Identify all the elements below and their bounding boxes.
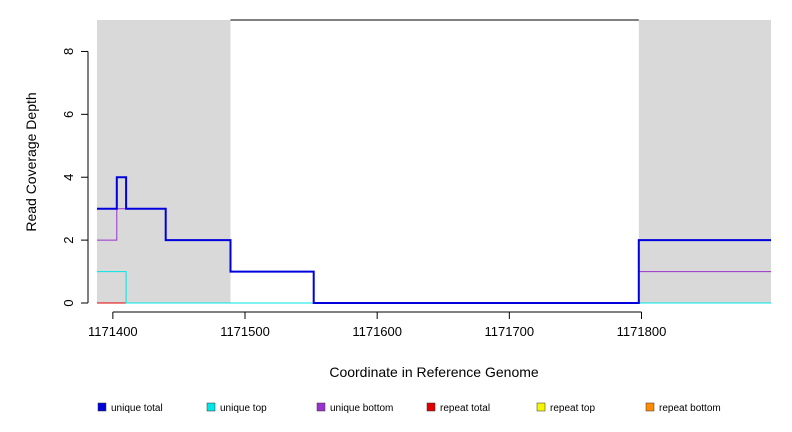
legend-label-unique-top: unique top — [220, 403, 267, 414]
legend-swatch-unique-top — [206, 402, 216, 412]
legend-label-repeat-total: repeat total — [440, 403, 490, 414]
series-unique-total — [97, 176, 771, 304]
legend-swatch-repeat-total — [426, 402, 436, 412]
x-tick-label-1171500: 1171500 — [220, 324, 270, 339]
x-tick-label-1171600: 1171600 — [352, 324, 402, 339]
series-lines — [97, 176, 771, 304]
x-tick-label-1171800: 1171800 — [617, 324, 667, 339]
legend-swatch-unique-bottom — [316, 402, 326, 412]
shaded-region-1 — [97, 20, 231, 303]
legend-swatch-repeat-bottom — [645, 402, 655, 412]
y-tick-label-2: 2 — [61, 236, 76, 243]
shaded-region-2 — [638, 20, 771, 303]
legend: unique total unique top unique bottom repea… — [97, 402, 721, 414]
legend-swatch-repeat-top — [536, 402, 546, 412]
y-axis-label: Read Coverage Depth — [23, 92, 39, 231]
legend-label-unique-bottom: unique bottom — [330, 403, 393, 414]
y-tick-label-4: 4 — [61, 174, 76, 181]
shaded-regions — [97, 19, 771, 303]
legend-swatch-unique-total — [97, 402, 107, 412]
legend-label-repeat-top: repeat top — [550, 403, 595, 414]
x-axis-label: Coordinate in Reference Genome — [329, 364, 539, 380]
x-tick-label-1171700: 1171700 — [485, 324, 535, 339]
series-unique-top — [97, 271, 771, 304]
y-tick-label-8: 8 — [61, 48, 76, 55]
legend-label-unique-total: unique total — [111, 403, 163, 414]
y-tick-label-6: 6 — [61, 111, 76, 118]
x-tick-label-1171400: 1171400 — [88, 324, 138, 339]
y-tick-label-0: 0 — [61, 299, 76, 306]
legend-label-repeat-bottom: repeat bottom — [659, 403, 721, 414]
axes: 0 2 4 6 8 1171400 1171500 1171600 1171700 1171800 — [61, 48, 666, 339]
